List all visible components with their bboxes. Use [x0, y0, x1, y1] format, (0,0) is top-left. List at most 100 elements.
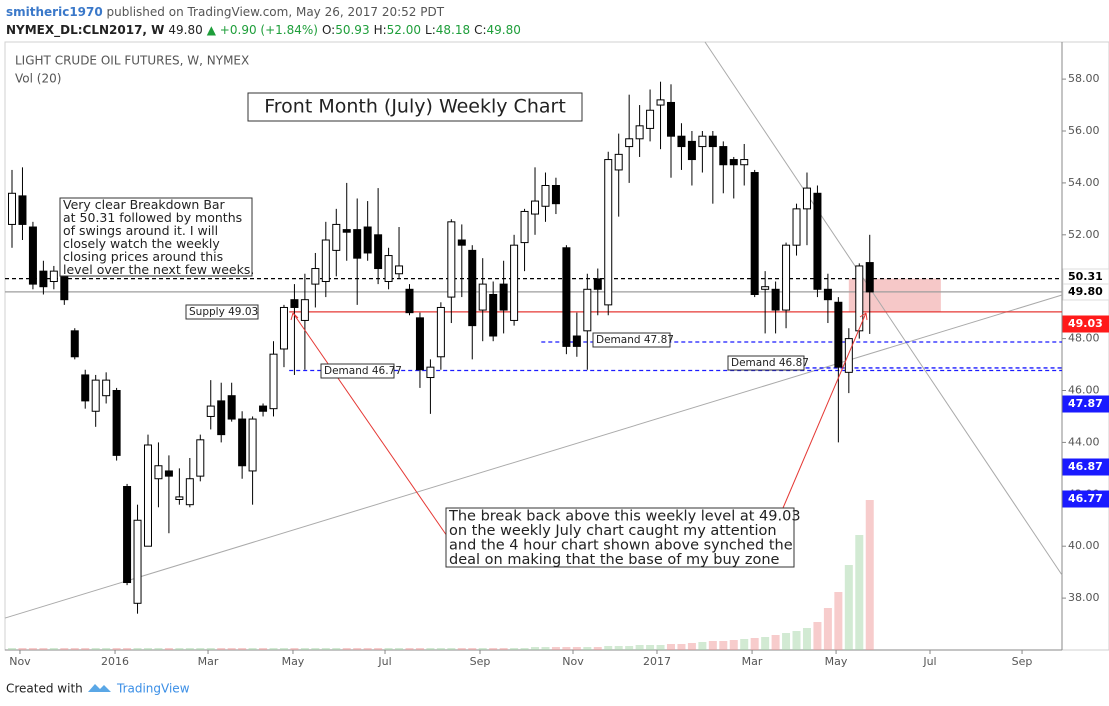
published: published on TradingView.com, May 26, 20…	[103, 5, 445, 19]
price-label-box	[1062, 315, 1109, 333]
candle-body	[708, 135, 717, 148]
last-price: 49.80	[168, 23, 202, 37]
volume-bar	[154, 648, 163, 650]
x-tick-label: Nov	[9, 655, 31, 668]
volume-bar	[666, 644, 675, 650]
price-label: 50.31	[1068, 270, 1103, 283]
volume-bar	[646, 645, 655, 650]
volume-bar	[761, 637, 770, 650]
annotation-arrow	[292, 312, 448, 537]
candle-body	[164, 470, 173, 477]
candle-body	[656, 99, 665, 106]
candle-body	[269, 353, 278, 410]
candle-body	[604, 159, 613, 306]
volume-bar	[290, 648, 299, 650]
ohlc-key: L:	[425, 23, 436, 37]
volume-bar	[510, 648, 519, 650]
ohlc-value: 50.93	[335, 23, 369, 37]
x-tick-label: Sep	[1012, 655, 1033, 668]
candle-body	[750, 172, 759, 295]
annotation-box	[445, 507, 795, 568]
volume-bar	[39, 648, 48, 650]
volume-bar	[447, 648, 456, 650]
volume-bar	[457, 648, 466, 650]
candle-body	[143, 444, 152, 547]
volume-bar	[70, 648, 79, 650]
trendline	[4, 294, 1063, 619]
candle-body	[175, 496, 184, 500]
ohlc-value: 49.80	[487, 23, 521, 37]
y-tick-label: 56.00	[1068, 124, 1100, 137]
candle-body	[217, 400, 226, 436]
price-label: 46.87	[1068, 460, 1103, 473]
header-line-1: smitheric1970 published on TradingView.c…	[6, 5, 445, 19]
candle-body	[8, 192, 17, 225]
volume-bar	[374, 648, 383, 650]
volume-bar	[133, 648, 142, 650]
volume-bar	[834, 592, 843, 650]
annotation-text: of swings around it. I will	[63, 223, 218, 238]
candle-body	[646, 109, 655, 129]
footer-brand[interactable]: TradingView	[116, 682, 190, 696]
candle-body	[782, 244, 791, 311]
volume-bar	[551, 647, 560, 650]
candle-body	[520, 210, 529, 244]
y-tick-label: 44.00	[1068, 435, 1100, 448]
candle-body	[238, 418, 247, 467]
volume-label: Vol (20)	[15, 72, 61, 86]
volume-bar	[625, 646, 634, 650]
candle-body	[855, 265, 864, 332]
candle-body	[321, 239, 330, 283]
volume-bar	[698, 642, 707, 650]
chart-title: Front Month (July) Weekly Chart	[264, 96, 566, 118]
author[interactable]: smitheric1970	[6, 5, 103, 19]
candle-body	[740, 159, 749, 166]
candle-body	[300, 299, 309, 321]
volume-bar	[300, 648, 309, 650]
volume-bar	[321, 648, 330, 650]
volume-bar	[708, 641, 717, 650]
volume-bar	[384, 648, 393, 650]
volume-bar	[81, 648, 90, 650]
volume-bar	[855, 535, 864, 650]
candle-body	[49, 270, 58, 283]
volume-bar	[185, 648, 194, 650]
annotation-text: at 50.31 followed by months	[63, 210, 242, 225]
volume-bar	[112, 648, 121, 650]
candle-body	[823, 288, 832, 301]
annotation-box	[320, 363, 395, 379]
volume-bar	[102, 648, 111, 650]
volume-bar	[677, 644, 686, 650]
price-label: 49.80	[1068, 285, 1103, 298]
candle-body	[426, 366, 435, 379]
volume-bar	[520, 648, 529, 650]
volume-bar	[415, 648, 424, 650]
volume-bar	[792, 631, 801, 650]
candle-body	[363, 226, 372, 254]
candle-body	[395, 265, 404, 275]
volume-bar	[750, 638, 759, 650]
x-tick-label: May	[825, 655, 848, 668]
annotation-text: deal on making that the base of my buy z…	[449, 552, 780, 568]
candle-body	[18, 195, 27, 225]
candle-body	[290, 299, 299, 308]
volume-bar	[635, 645, 644, 650]
candle-body	[687, 140, 696, 161]
annotation-text: closely watch the weekly	[63, 236, 220, 251]
candle-body	[531, 200, 540, 215]
x-tick-label: 2016	[101, 655, 129, 668]
volume-bar	[583, 647, 592, 650]
volume-bar	[489, 648, 498, 650]
volume-bar	[164, 648, 173, 650]
volume-bar	[49, 648, 58, 650]
volume-bar	[217, 648, 226, 650]
candle-body	[802, 187, 811, 210]
candle-body	[510, 244, 519, 321]
volume-bar	[405, 648, 414, 650]
candle-body	[154, 465, 163, 480]
annotation-text: Demand 47.87	[596, 334, 674, 346]
candle-body	[625, 138, 634, 148]
zone	[848, 278, 941, 312]
annotation-text: Demand 46.77	[324, 365, 402, 377]
